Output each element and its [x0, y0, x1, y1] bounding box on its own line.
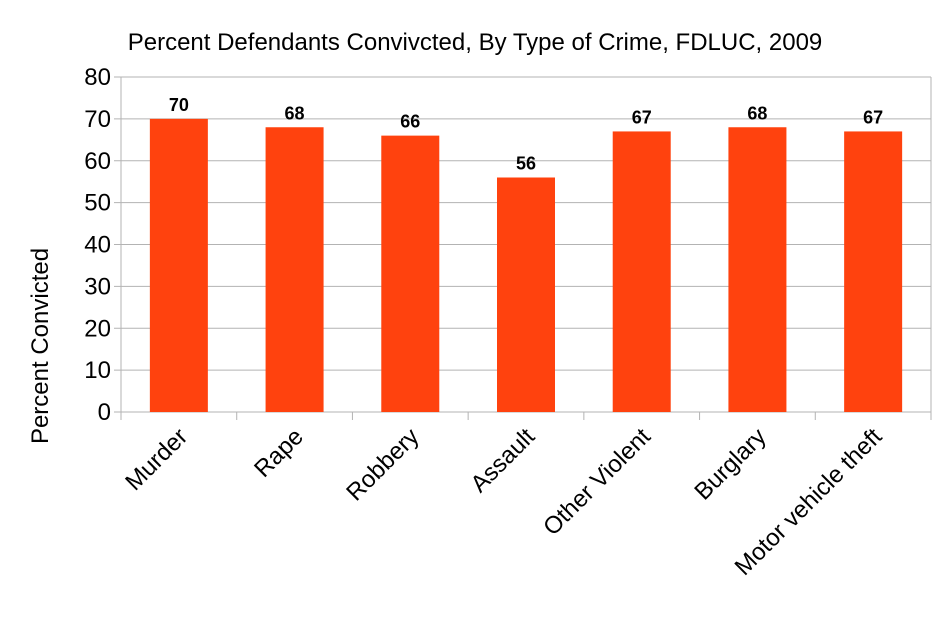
bar-other-violent	[612, 131, 671, 412]
y-tick-label: 0	[98, 399, 111, 426]
bar-rape	[265, 127, 324, 412]
y-tick-label: 10	[84, 357, 111, 384]
data-label: 70	[169, 95, 189, 115]
data-label: 68	[285, 103, 305, 123]
chart-title: Percent Defendants Convivcted, By Type o…	[128, 29, 823, 56]
data-label: 67	[632, 107, 652, 127]
data-label: 67	[863, 107, 883, 127]
y-axis-label: Percent Convicted	[27, 248, 54, 444]
y-tick-label: 40	[84, 232, 111, 259]
data-labels: 70 68 66 56 67 68 67	[169, 95, 883, 174]
x-tick-label: Rape	[249, 423, 309, 483]
y-tick-label: 20	[84, 315, 111, 342]
data-label: 66	[400, 112, 420, 132]
x-tick-label: Burglary	[689, 423, 771, 505]
bars	[149, 118, 903, 412]
bar-motor-vehicle-theft	[844, 131, 903, 412]
data-label: 56	[516, 154, 536, 174]
y-tick-label: 80	[84, 64, 111, 91]
y-tick-label: 60	[84, 148, 111, 175]
x-tick-label: Murder	[120, 423, 193, 496]
x-tick-label: Other Violent	[538, 423, 656, 541]
bar-murder	[149, 118, 208, 412]
x-tick-label: Assault	[465, 423, 540, 498]
bar-assault	[497, 177, 555, 412]
bar-robbery	[381, 135, 440, 412]
x-tick-label: Robbery	[341, 423, 424, 506]
y-tick-label: 30	[84, 273, 111, 300]
y-tick-label: 50	[84, 190, 111, 217]
y-tick-label: 70	[84, 106, 111, 133]
bar-burglary	[728, 127, 787, 412]
data-label: 68	[747, 103, 767, 123]
